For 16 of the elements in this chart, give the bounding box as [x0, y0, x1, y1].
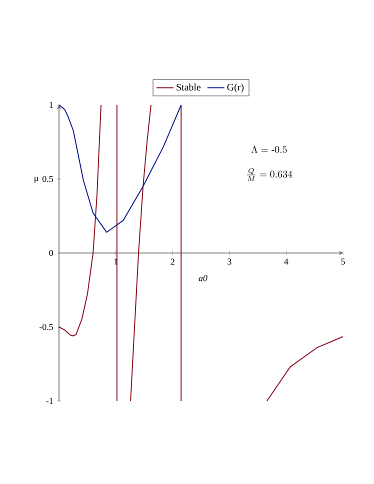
- annotation: $\Lambda = \text{-}0.5$: [251, 146, 287, 154]
- y-tick-label: 0.5: [42, 176, 54, 182]
- x-tick-label: 4: [284, 258, 288, 265]
- y-tick-label: -1: [46, 398, 53, 404]
- legend-label: G(r): [227, 84, 244, 93]
- x-tick-label: 5: [341, 258, 345, 265]
- y-tick-label: 0: [49, 250, 54, 256]
- legend-label: Stable: [176, 84, 201, 91]
- annotation: $\frac{Q}{M} = 0.634$: [247, 168, 292, 181]
- y-tick-label: -0.5: [39, 324, 54, 330]
- x-tick-label: 3: [228, 258, 232, 265]
- y-axis-title: μ: [34, 176, 38, 183]
- line-series: [58, 104, 182, 233]
- y-tick-label: 1: [50, 102, 53, 108]
- x-axis-title: a0: [198, 275, 208, 282]
- x-tick-label: 2: [170, 258, 174, 265]
